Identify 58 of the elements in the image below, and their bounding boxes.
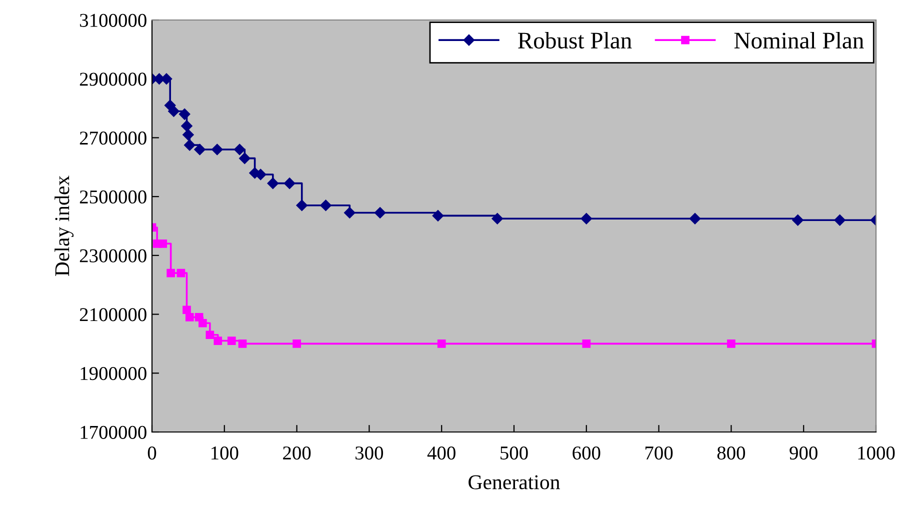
point	[181, 120, 192, 132]
y-tick-label: 2100000	[80, 308, 146, 322]
point	[185, 313, 194, 322]
point	[166, 268, 175, 278]
y-tick-label: 2700000	[80, 132, 146, 145]
point	[206, 330, 214, 340]
point	[727, 340, 736, 348]
point	[792, 214, 804, 226]
y-tick-label: 1700000	[80, 426, 146, 439]
point	[292, 340, 301, 348]
y-tick-label: 3100000	[80, 14, 146, 27]
point	[296, 200, 308, 212]
x-tick-label: 500	[500, 446, 528, 460]
x-tick-label: 0	[148, 446, 156, 460]
y-tick-label: 2300000	[80, 249, 146, 262]
point	[284, 178, 296, 189]
x-tick-label: 600	[572, 446, 600, 460]
point	[320, 200, 332, 212]
y-tick-label: 2900000	[80, 72, 146, 86]
point	[582, 340, 591, 348]
point	[267, 178, 279, 189]
point	[176, 268, 186, 278]
legend-label: Nominal Plan	[734, 32, 864, 49]
x-tick-label: 700	[646, 446, 673, 460]
x-axis-title: Generation	[468, 475, 560, 490]
y-tick-label: 2500000	[80, 190, 146, 204]
point	[158, 239, 168, 248]
x-tick-label: 200	[283, 446, 311, 460]
point	[212, 144, 223, 156]
x-tick-label: 300	[356, 446, 384, 460]
point	[178, 108, 190, 120]
point	[580, 213, 592, 224]
x-tick-label: 900	[790, 446, 818, 460]
point	[238, 340, 247, 348]
x-tick-label: 100	[212, 446, 238, 460]
point	[689, 213, 701, 224]
point	[214, 336, 222, 345]
y-tick-label: 1900000	[80, 366, 146, 380]
x-tick-label: 400	[427, 446, 456, 460]
y-axis-title: Delay index	[54, 176, 74, 276]
point	[344, 207, 356, 218]
point	[234, 144, 246, 156]
point	[227, 336, 236, 345]
point	[834, 214, 846, 226]
point	[374, 207, 386, 218]
point	[437, 340, 446, 348]
x-tick-label: 800	[717, 446, 746, 460]
x-tick-label: 1000	[858, 446, 895, 460]
point	[432, 210, 444, 222]
point	[492, 213, 503, 224]
point	[182, 129, 194, 140]
point	[194, 144, 206, 156]
point	[168, 106, 180, 117]
point	[184, 139, 196, 151]
point	[239, 152, 250, 164]
point	[198, 318, 207, 328]
point	[182, 306, 191, 314]
legend-label: Robust Plan	[518, 32, 632, 49]
